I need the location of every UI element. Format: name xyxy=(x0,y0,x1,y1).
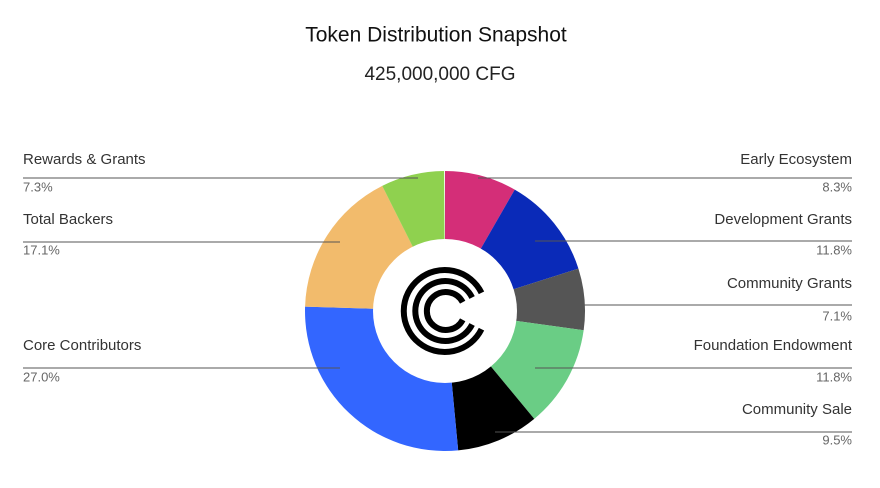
chart-subtitle: 425,000,000 CFG xyxy=(364,64,515,85)
legend-label: Development Grants xyxy=(714,211,852,228)
legend-label: Rewards & Grants xyxy=(23,151,146,168)
legend-label: Total Backers xyxy=(23,211,113,228)
value-label: 11.8% xyxy=(816,369,852,384)
value-label: 11.8% xyxy=(816,242,852,257)
legend-label: Community Grants xyxy=(727,275,852,292)
value-label: 7.3% xyxy=(23,179,53,194)
legend-label: Early Ecosystem xyxy=(740,151,852,168)
legend-label: Foundation Endowment xyxy=(694,337,853,354)
value-label: 9.5% xyxy=(822,432,852,447)
legend-label: Community Sale xyxy=(742,401,852,418)
chart-title: Token Distribution Snapshot xyxy=(305,24,567,47)
center-hole xyxy=(373,239,517,383)
value-label: 7.1% xyxy=(822,308,852,323)
value-label: 27.0% xyxy=(23,369,60,384)
logo xyxy=(400,267,485,355)
legend-label: Core Contributors xyxy=(23,337,141,354)
logo-arc xyxy=(412,278,475,344)
logo-arc xyxy=(423,289,466,333)
value-label: 8.3% xyxy=(822,179,852,194)
value-label: 17.1% xyxy=(23,242,60,257)
logo-arc xyxy=(400,267,485,355)
